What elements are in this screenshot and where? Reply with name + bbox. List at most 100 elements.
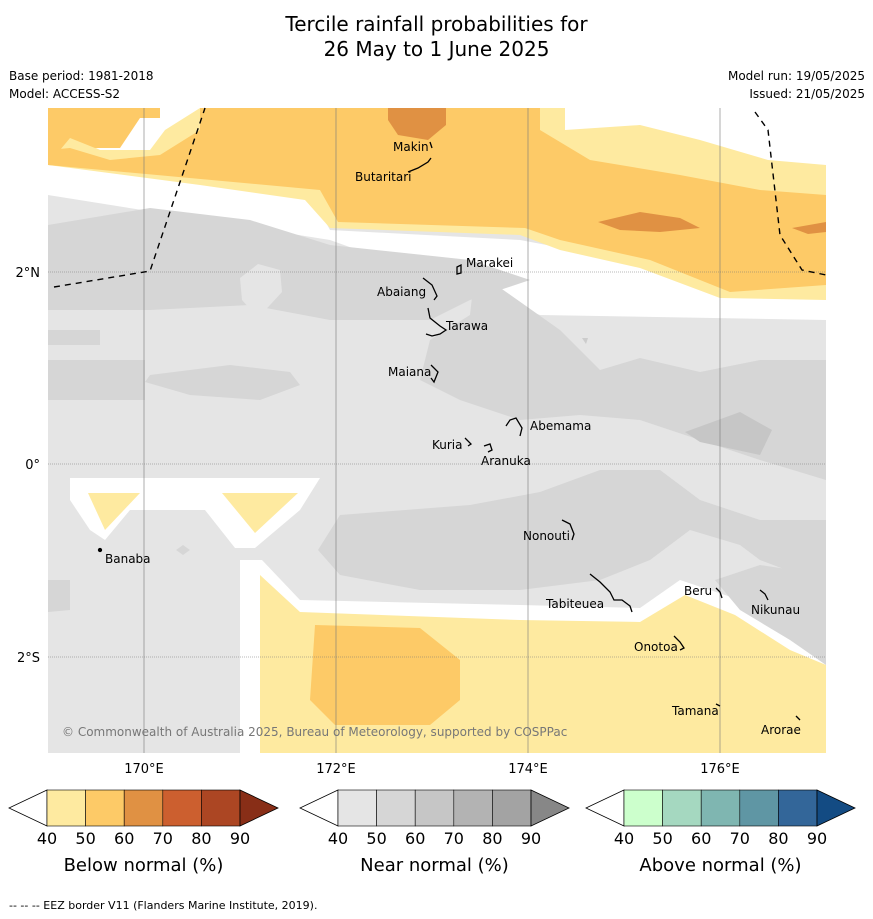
label-tamana: Tamana <box>671 704 719 718</box>
title-line-1: Tercile rainfall probabilities for <box>285 12 588 36</box>
lon-label-172e: 172°E <box>316 762 356 777</box>
label-arorae: Arorae <box>761 723 801 737</box>
island-abaiang <box>422 277 438 301</box>
above-normal-legend-tick: 80 <box>768 829 788 848</box>
label-maiana: Maiana <box>388 365 431 379</box>
below-normal-40-patch-w1 <box>88 493 140 530</box>
above-normal-legend-tick: 70 <box>730 829 750 848</box>
eez-borders <box>53 107 827 288</box>
near-normal-legend-tick: 60 <box>405 829 425 848</box>
above-normal-legend-tick: 40 <box>614 829 634 848</box>
meta-left: Base period: 1981-2018 Model: ACCESS-S2 <box>9 67 154 103</box>
issued-date: Issued: 21/05/2025 <box>749 87 865 101</box>
island-tarawa <box>425 307 448 337</box>
lat-label-0: 0° <box>25 458 40 473</box>
eez-border-west <box>53 107 206 288</box>
below-normal-40-patch-w2 <box>222 493 298 533</box>
label-nonouti: Nonouti <box>523 529 570 543</box>
below-normal-legend-swatch <box>85 789 125 827</box>
label-abaiang: Abaiang <box>377 285 426 299</box>
near-normal-40-patch <box>240 264 282 318</box>
gridlines <box>48 108 826 753</box>
below-normal-60-edge <box>792 222 826 234</box>
below-normal-legend-swatch <box>123 789 164 827</box>
above-normal-legend-low-extend <box>585 789 625 827</box>
near-normal-50-mid <box>145 365 300 400</box>
model-run: Model run: 19/05/2025 <box>727 69 865 83</box>
below-normal-legend-tick: 70 <box>153 829 173 848</box>
above-normal-legend-high-extend <box>816 789 856 827</box>
below-normal-legend-title: Below normal (%) <box>64 855 224 876</box>
near-normal-50-se <box>715 565 826 665</box>
near-normal-speck <box>582 338 588 344</box>
near-normal-legend-title: Near normal (%) <box>360 855 509 876</box>
place-labels: Makin Butaritari Marakei Abaiang Tarawa … <box>105 140 801 737</box>
island-maiana <box>430 364 439 384</box>
below-normal-legend-high-extend <box>239 789 279 827</box>
below-normal-50-band-north <box>48 108 826 292</box>
island-tabiteuea <box>589 573 633 613</box>
base-period: Base period: 1981-2018 <box>9 69 154 83</box>
near-normal-50-sw <box>48 580 70 612</box>
chart-title: Tercile rainfall probabilities for 26 Ma… <box>0 12 873 62</box>
label-onotoa: Onotoa <box>634 640 678 654</box>
lat-label-2n: 2°N <box>16 266 41 281</box>
label-beru: Beru <box>684 584 712 598</box>
label-makin: Makin <box>393 140 429 154</box>
below-normal-50-nw <box>48 108 160 150</box>
lon-label-174e: 174°E <box>508 762 548 777</box>
label-abemama: Abemama <box>530 419 591 433</box>
label-kuria: Kuria <box>432 438 463 452</box>
near-normal-legend-tick: 80 <box>482 829 502 848</box>
below-normal-legend-tick: 40 <box>37 829 57 848</box>
near-normal-legend-tick: 50 <box>366 829 386 848</box>
label-nikunau: Nikunau <box>751 603 800 617</box>
model-name: Model: ACCESS-S2 <box>9 87 121 101</box>
near-normal-legend-swatch <box>337 789 377 827</box>
near-normal-legend-tick: 90 <box>521 829 541 848</box>
label-marakei: Marakei <box>466 256 513 270</box>
label-butaritari: Butaritari <box>355 170 412 184</box>
below-normal-legend-tick: 50 <box>75 829 95 848</box>
island-kuria <box>464 437 473 447</box>
near-normal-legend-swatch <box>492 789 532 827</box>
below-normal-legend-tick: 60 <box>114 829 134 848</box>
eez-border-east <box>754 111 827 276</box>
near-normal-50-wedge <box>48 360 145 400</box>
near-normal-50-north <box>48 208 530 320</box>
near-normal-speck-2 <box>176 545 190 555</box>
near-normal-60-patch <box>685 412 772 455</box>
island-nonouti <box>561 519 575 541</box>
label-tabiteuea: Tabiteuea <box>545 597 604 611</box>
below-normal-legend-swatch <box>46 789 86 827</box>
lon-label-176e: 176°E <box>700 762 740 777</box>
footnote: -- -- -- EEZ border V11 (Flanders Marine… <box>9 899 318 912</box>
island-butaritari <box>407 157 432 173</box>
above-normal-legend-swatch <box>700 789 741 827</box>
white-gap-north <box>48 165 826 320</box>
label-aranuka: Aranuka <box>481 454 531 468</box>
lon-label-170e: 170°E <box>124 762 164 777</box>
near-normal-legend-low-extend <box>299 789 339 827</box>
below-normal-legend: 40 50 60 70 80 90 Below normal (%) <box>8 789 279 876</box>
below-normal-legend-low-extend <box>8 789 48 827</box>
label-banaba: Banaba <box>105 552 151 566</box>
lat-axis-labels: 2°N 0° 2°S <box>16 266 41 666</box>
map-field <box>48 108 826 753</box>
island-aranuka <box>483 443 493 453</box>
lat-label-2s: 2°S <box>17 651 40 666</box>
legends: 40 50 60 70 80 90 Below normal (%) 40 50 60 70 80 90… <box>8 789 856 876</box>
above-normal-legend-swatch <box>662 789 702 827</box>
below-normal-legend-swatch <box>201 789 241 827</box>
island-arorae <box>795 715 801 721</box>
island-makin <box>429 141 433 149</box>
above-normal-legend-tick: 50 <box>652 829 672 848</box>
below-normal-60-east <box>598 212 700 232</box>
above-normal-legend: 40 50 60 70 80 90 Above normal (%) <box>585 789 856 876</box>
above-normal-legend-swatch <box>739 789 779 827</box>
near-normal-50-w <box>48 330 100 345</box>
meta-right: Model run: 19/05/2025 Issued: 21/05/2025 <box>728 67 865 103</box>
near-normal-legend-swatch <box>453 789 493 827</box>
below-normal-legend-tick: 80 <box>191 829 211 848</box>
